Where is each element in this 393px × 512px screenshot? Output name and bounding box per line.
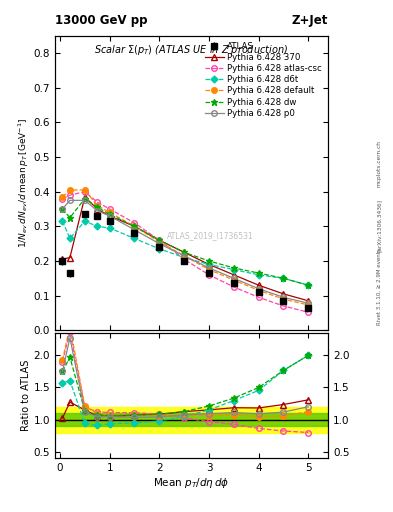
Pythia 6.428 dw bbox=[281, 275, 286, 282]
Pythia 6.428 p0 bbox=[157, 241, 162, 247]
Pythia 6.428 atlas-csc bbox=[231, 284, 236, 290]
Legend: ATLAS, Pythia 6.428 370, Pythia 6.428 atlas-csc, Pythia 6.428 d6t, Pythia 6.428 : ATLAS, Pythia 6.428 370, Pythia 6.428 at… bbox=[203, 40, 324, 119]
Pythia 6.428 dw bbox=[157, 237, 162, 243]
Pythia 6.428 atlas-csc bbox=[157, 237, 162, 243]
Pythia 6.428 d6t bbox=[231, 267, 236, 273]
Pythia 6.428 dw bbox=[231, 265, 236, 271]
Pythia 6.428 370 bbox=[231, 272, 236, 278]
Pythia 6.428 370 bbox=[95, 206, 99, 212]
X-axis label: Mean $p_T/d\eta\,d\phi$: Mean $p_T/d\eta\,d\phi$ bbox=[153, 476, 230, 490]
Pythia 6.428 default bbox=[83, 187, 87, 193]
Pythia 6.428 d6t bbox=[207, 261, 211, 267]
Pythia 6.428 370 bbox=[182, 249, 187, 255]
Pythia 6.428 p0 bbox=[231, 275, 236, 282]
Pythia 6.428 370 bbox=[256, 282, 261, 288]
Pythia 6.428 default bbox=[182, 253, 187, 259]
Pythia 6.428 d6t bbox=[281, 275, 286, 282]
Pythia 6.428 d6t bbox=[157, 246, 162, 252]
Pythia 6.428 default bbox=[281, 296, 286, 302]
Pythia 6.428 dw bbox=[60, 206, 65, 212]
Pythia 6.428 370 bbox=[132, 223, 137, 229]
Pythia 6.428 default bbox=[107, 209, 112, 216]
Line: Pythia 6.428 d6t: Pythia 6.428 d6t bbox=[60, 219, 311, 288]
Pythia 6.428 atlas-csc bbox=[281, 303, 286, 309]
Pythia 6.428 p0 bbox=[60, 206, 65, 212]
Line: Pythia 6.428 default: Pythia 6.428 default bbox=[60, 187, 311, 308]
Pythia 6.428 default bbox=[68, 187, 72, 193]
Y-axis label: $1/N_{ev}\,dN_{ev}/d\,\mathrm{mean}\,p_T\,[\mathrm{GeV}^{-1}]$: $1/N_{ev}\,dN_{ev}/d\,\mathrm{mean}\,p_T… bbox=[17, 118, 31, 248]
Pythia 6.428 default bbox=[231, 277, 236, 283]
Pythia 6.428 p0 bbox=[182, 253, 187, 259]
Pythia 6.428 p0 bbox=[83, 197, 87, 203]
Pythia 6.428 atlas-csc bbox=[95, 199, 99, 205]
Pythia 6.428 atlas-csc bbox=[207, 272, 211, 278]
Pythia 6.428 default bbox=[256, 287, 261, 293]
Pythia 6.428 p0 bbox=[95, 208, 99, 214]
Text: mcplots.cern.ch: mcplots.cern.ch bbox=[377, 140, 382, 187]
Pythia 6.428 370 bbox=[157, 237, 162, 243]
Pythia 6.428 dw bbox=[83, 196, 87, 202]
Pythia 6.428 d6t bbox=[60, 218, 65, 224]
Text: Rivet 3.1.10, ≥ 2.9M events: Rivet 3.1.10, ≥ 2.9M events bbox=[377, 248, 382, 325]
Pythia 6.428 atlas-csc bbox=[107, 206, 112, 212]
Pythia 6.428 atlas-csc bbox=[256, 294, 261, 301]
Pythia 6.428 atlas-csc bbox=[83, 188, 87, 195]
Pythia 6.428 dw bbox=[256, 270, 261, 276]
Pythia 6.428 dw bbox=[107, 211, 112, 217]
Pythia 6.428 atlas-csc bbox=[60, 196, 65, 202]
Pythia 6.428 default bbox=[207, 267, 211, 273]
Pythia 6.428 d6t bbox=[83, 218, 87, 224]
Pythia 6.428 dw bbox=[182, 249, 187, 255]
Line: Pythia 6.428 p0: Pythia 6.428 p0 bbox=[60, 198, 311, 306]
Pythia 6.428 dw bbox=[68, 215, 72, 221]
Line: Pythia 6.428 370: Pythia 6.428 370 bbox=[60, 194, 311, 304]
Pythia 6.428 370 bbox=[107, 213, 112, 219]
Pythia 6.428 dw bbox=[306, 282, 310, 288]
Pythia 6.428 370 bbox=[306, 298, 310, 304]
Pythia 6.428 d6t bbox=[182, 254, 187, 261]
Text: [arXiv:1306.3436]: [arXiv:1306.3436] bbox=[377, 199, 382, 252]
Pythia 6.428 default bbox=[60, 194, 65, 200]
Line: Pythia 6.428 atlas-csc: Pythia 6.428 atlas-csc bbox=[60, 189, 311, 315]
Pythia 6.428 p0 bbox=[256, 286, 261, 292]
Text: Scalar $\Sigma(p_T)$ (ATLAS UE in Z production): Scalar $\Sigma(p_T)$ (ATLAS UE in Z prod… bbox=[94, 43, 289, 57]
Pythia 6.428 p0 bbox=[68, 197, 72, 203]
Pythia 6.428 dw bbox=[207, 258, 211, 264]
Pythia 6.428 dw bbox=[132, 223, 137, 229]
Pythia 6.428 d6t bbox=[107, 225, 112, 231]
Pythia 6.428 370 bbox=[83, 194, 87, 200]
Pythia 6.428 d6t bbox=[68, 236, 72, 242]
Text: 13000 GeV pp: 13000 GeV pp bbox=[55, 14, 147, 27]
Pythia 6.428 p0 bbox=[306, 300, 310, 306]
Line: Pythia 6.428 dw: Pythia 6.428 dw bbox=[59, 195, 312, 289]
Pythia 6.428 default bbox=[132, 223, 137, 229]
Pythia 6.428 atlas-csc bbox=[182, 256, 187, 262]
Pythia 6.428 370 bbox=[207, 261, 211, 267]
Pythia 6.428 default bbox=[95, 202, 99, 208]
Pythia 6.428 d6t bbox=[95, 223, 99, 229]
Y-axis label: Ratio to ATLAS: Ratio to ATLAS bbox=[21, 360, 31, 431]
Pythia 6.428 dw bbox=[95, 204, 99, 210]
Pythia 6.428 p0 bbox=[132, 227, 137, 233]
Pythia 6.428 atlas-csc bbox=[132, 220, 137, 226]
Pythia 6.428 default bbox=[306, 302, 310, 308]
Pythia 6.428 p0 bbox=[207, 265, 211, 271]
Pythia 6.428 370 bbox=[68, 254, 72, 261]
Text: ATLAS_2019_I1736531: ATLAS_2019_I1736531 bbox=[167, 231, 254, 241]
Text: Z+Jet: Z+Jet bbox=[292, 14, 328, 27]
Pythia 6.428 p0 bbox=[107, 213, 112, 219]
Pythia 6.428 atlas-csc bbox=[68, 192, 72, 198]
Pythia 6.428 d6t bbox=[132, 236, 137, 242]
Pythia 6.428 atlas-csc bbox=[306, 309, 310, 315]
Pythia 6.428 p0 bbox=[281, 294, 286, 301]
Pythia 6.428 370 bbox=[281, 291, 286, 297]
Pythia 6.428 370 bbox=[60, 256, 65, 262]
Pythia 6.428 d6t bbox=[306, 282, 310, 288]
Pythia 6.428 default bbox=[157, 239, 162, 245]
Pythia 6.428 d6t bbox=[256, 272, 261, 278]
